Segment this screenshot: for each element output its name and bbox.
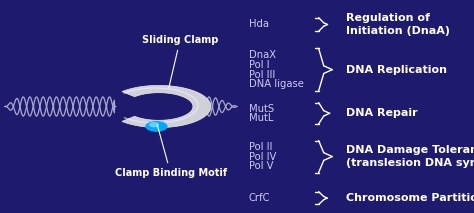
Text: Sliding Clamp: Sliding Clamp: [142, 35, 219, 87]
Text: Pol III: Pol III: [249, 70, 275, 79]
Text: MutL: MutL: [249, 113, 273, 123]
Text: MutS: MutS: [249, 104, 274, 114]
Text: Clamp Binding Motif: Clamp Binding Motif: [115, 124, 227, 178]
Text: DNA Replication: DNA Replication: [346, 65, 447, 75]
Text: DnaX: DnaX: [249, 50, 276, 60]
Circle shape: [146, 122, 167, 131]
Text: CrfC: CrfC: [249, 193, 270, 203]
Polygon shape: [122, 85, 211, 128]
Text: Chromosome Partitioning: Chromosome Partitioning: [346, 193, 474, 203]
Text: Regulation of
Initiation (DnaA): Regulation of Initiation (DnaA): [346, 13, 450, 36]
Text: Pol IV: Pol IV: [249, 152, 276, 161]
Text: Hda: Hda: [249, 20, 269, 29]
Text: DNA ligase: DNA ligase: [249, 79, 304, 89]
Text: Pol I: Pol I: [249, 60, 269, 70]
Text: Pol II: Pol II: [249, 142, 272, 152]
Text: Pol V: Pol V: [249, 161, 273, 171]
Circle shape: [150, 123, 158, 127]
Text: DNA Damage Tolerance
(translesion DNA synthesis): DNA Damage Tolerance (translesion DNA sy…: [346, 145, 474, 168]
Text: DNA Repair: DNA Repair: [346, 108, 418, 118]
